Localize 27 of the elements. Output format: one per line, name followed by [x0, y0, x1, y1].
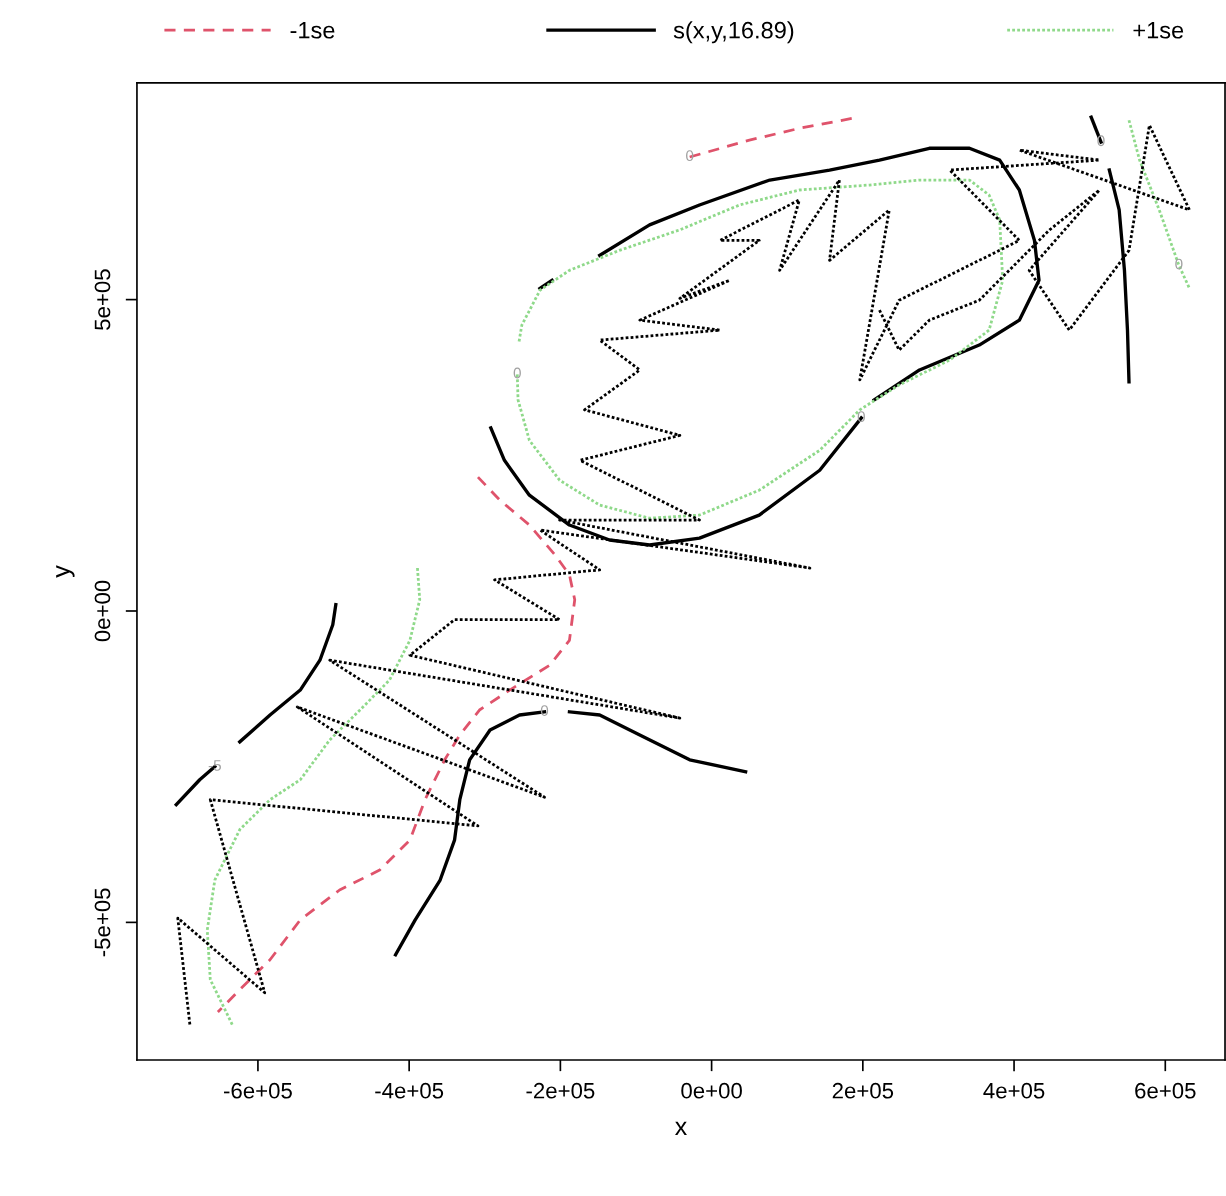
- x-tick-label: 4e+05: [983, 1082, 1045, 1099]
- x-tick-label: 0e+00: [681, 1082, 742, 1099]
- legend-label: -1se: [290, 22, 335, 39]
- line-series: [688, 116, 854, 159]
- x-tick-label: -4e+05: [375, 1082, 444, 1099]
- line-series: [567, 710, 748, 774]
- line-series: [598, 146, 1041, 402]
- legend-label: +1se: [1133, 22, 1184, 39]
- line-series: [1107, 168, 1131, 384]
- x-tick-label: 2e+05: [832, 1082, 894, 1099]
- y-tick-label: 0e+00: [94, 580, 111, 642]
- y-tick-label: -5e+05: [94, 888, 111, 957]
- x-tick-label: 6e+05: [1135, 1082, 1196, 1099]
- annotation: -5: [208, 760, 221, 771]
- legend-label: s(x,y,16.89): [673, 21, 794, 44]
- annotation: 0: [1175, 258, 1183, 270]
- x-tick-label: -6e+05: [224, 1082, 292, 1099]
- line-series: [238, 603, 338, 744]
- line-series: [176, 123, 1191, 1026]
- line-series: [205, 566, 422, 1026]
- y-axis-title: y: [56, 565, 75, 578]
- line-series: [1127, 118, 1191, 290]
- annotation: 0: [513, 367, 521, 379]
- x-axis-title: x: [675, 1121, 687, 1135]
- line-series: [515, 178, 1005, 520]
- x-tick-label: -2e+05: [526, 1082, 595, 1099]
- y-tick-label: 5e+05: [94, 269, 111, 330]
